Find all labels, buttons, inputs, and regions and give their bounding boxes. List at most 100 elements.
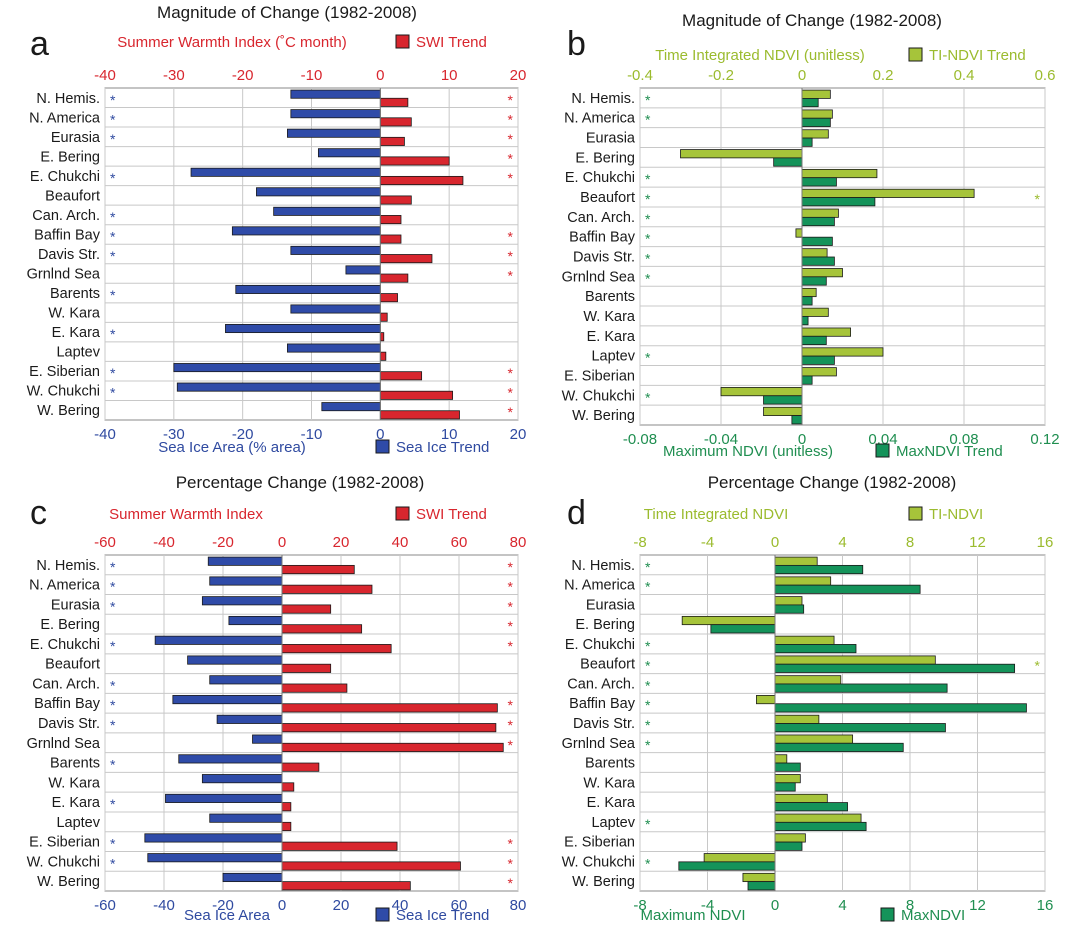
top-tick-label: 10: [441, 67, 458, 84]
top-tick-label: -20: [212, 534, 234, 551]
category-label: E. Siberian: [29, 364, 100, 380]
significance-star-left: *: [645, 717, 651, 733]
significance-star-left: *: [110, 579, 116, 595]
bar-sea-ice-trend-0: [290, 89, 381, 99]
significance-star-right: *: [508, 855, 514, 871]
bar-maxndvi-trend-15: [763, 395, 803, 405]
bar-swi-trend-11: [281, 782, 295, 792]
bar-ti-ndvi-trend-0: [801, 89, 831, 99]
category-label: Barents: [50, 286, 100, 302]
bar-swi-trend-12: [281, 802, 292, 812]
bar-swi-trend-5: [281, 663, 332, 673]
top-tick-label: 16: [1037, 534, 1054, 551]
bar-swi-trend-3: [379, 156, 450, 166]
legend-swatch: [395, 506, 410, 521]
legend-swatch: [395, 34, 410, 49]
significance-star-right: *: [508, 228, 514, 244]
significance-star-left: *: [110, 111, 116, 127]
legend-label: MaxNDVI Trend: [896, 443, 1003, 460]
significance-star-left: *: [110, 170, 116, 186]
bar-sea-ice-trend-10: [235, 284, 381, 294]
bar-sea-ice-trend-6: [273, 206, 381, 216]
category-label: N. Hemis.: [36, 91, 100, 107]
bar-sea-ice-trend-8: [216, 714, 283, 724]
bar-maxndvi-trend-0: [801, 98, 819, 108]
bar-swi-trend-9: [281, 742, 504, 752]
bottom-tick-label: 20: [510, 426, 527, 443]
bar-sea-ice-trend-11: [290, 304, 381, 314]
category-label: Beaufort: [45, 657, 100, 673]
bar-sea-ice-trend-2: [201, 596, 283, 606]
top-tick-label: -20: [232, 67, 254, 84]
significance-star-right: *: [508, 559, 514, 575]
bar-sea-ice-trend-0: [207, 556, 283, 566]
bar-ti-ndvi-trend-8: [801, 248, 828, 258]
legend-label: TI-NDVI Trend: [929, 47, 1026, 64]
category-label: Barents: [585, 756, 635, 772]
bar-swi-trend-6: [281, 683, 348, 693]
bar-sea-ice-trend-5: [187, 655, 283, 665]
bar-maxndvi-12: [774, 802, 848, 812]
significance-star-right: *: [508, 836, 514, 852]
category-label: N. Hemis.: [571, 91, 635, 107]
category-label: W. Chukchi: [27, 854, 100, 870]
significance-star-right: *: [508, 579, 514, 595]
top-tick-label: 80: [510, 534, 527, 551]
bar-swi-trend-1: [281, 584, 373, 594]
chart-panel-a: Magnitude of Change (1982-2008) a N. Hemis…: [27, 3, 527, 456]
category-label: W. Kara: [48, 775, 101, 791]
significance-star-left: *: [110, 677, 116, 693]
bar-sea-ice-trend-13: [209, 813, 283, 823]
bar-ti-ndvi-15: [703, 853, 776, 863]
panel-letter: a: [30, 25, 49, 63]
category-label: Can. Arch.: [32, 208, 100, 224]
significance-star-left: *: [110, 559, 116, 575]
bar-ti-ndvi-0: [774, 556, 818, 566]
bar-ti-ndvi-trend-13: [801, 347, 884, 357]
bar-sea-ice-trend-3: [228, 615, 283, 626]
bar-maxndvi-trend-13: [801, 355, 835, 365]
category-label: N. Hemis.: [571, 558, 635, 574]
top-tick-label: 0.4: [954, 67, 975, 84]
category-label: Barents: [585, 289, 635, 305]
top-tick-label: 0.6: [1035, 67, 1056, 84]
significance-star-right: *: [508, 618, 514, 634]
chart-title: Percentage Change (1982-2008): [176, 473, 425, 492]
significance-star-left: *: [110, 796, 116, 812]
bar-swi-trend-13: [379, 351, 387, 361]
bar-swi-trend-5: [379, 195, 412, 205]
bar-maxndvi-trend-14: [801, 375, 813, 385]
significance-star-left: *: [645, 816, 651, 832]
top-tick-label: 40: [392, 534, 409, 551]
top-axis-label: Time Integrated NDVI (unitless): [655, 47, 865, 64]
chart-panel-d: Percentage Change (1982-2008) d N. Hemis. N…: [562, 473, 1054, 924]
bottom-tick-label: 4: [838, 897, 846, 914]
category-label: E. Bering: [575, 617, 635, 633]
bar-swi-trend-8: [281, 723, 497, 733]
category-label: Davis Str.: [38, 716, 100, 732]
bar-swi-trend-3: [281, 624, 363, 634]
bar-sea-ice-trend-2: [287, 128, 381, 138]
significance-star-left: *: [110, 131, 116, 147]
significance-star-left: *: [110, 365, 116, 381]
bottom-tick-label: -20: [232, 426, 254, 443]
bar-ti-ndvi-trend-2: [801, 129, 829, 139]
bar-swi-trend-10: [281, 762, 320, 772]
legend-swatch: [908, 47, 923, 62]
significance-star-right: *: [1035, 191, 1041, 207]
category-label: Barents: [50, 756, 100, 772]
bar-sea-ice-trend-13: [287, 343, 381, 353]
category-label: Eurasia: [51, 130, 101, 146]
category-label: Can. Arch.: [567, 210, 635, 226]
top-axis-label: Summer Warmth Index (˚C month): [117, 34, 347, 51]
panel-letter: d: [567, 494, 586, 532]
significance-star-right: *: [508, 875, 514, 891]
bar-maxndvi-trend-7: [801, 236, 833, 246]
legend-label: SWI Trend: [416, 34, 487, 51]
significance-star-left: *: [645, 697, 651, 713]
bar-ti-ndvi-11: [774, 774, 801, 784]
significance-star-left: *: [645, 191, 651, 207]
significance-star-left: *: [110, 209, 116, 225]
bottom-tick-label: 0: [376, 426, 384, 443]
